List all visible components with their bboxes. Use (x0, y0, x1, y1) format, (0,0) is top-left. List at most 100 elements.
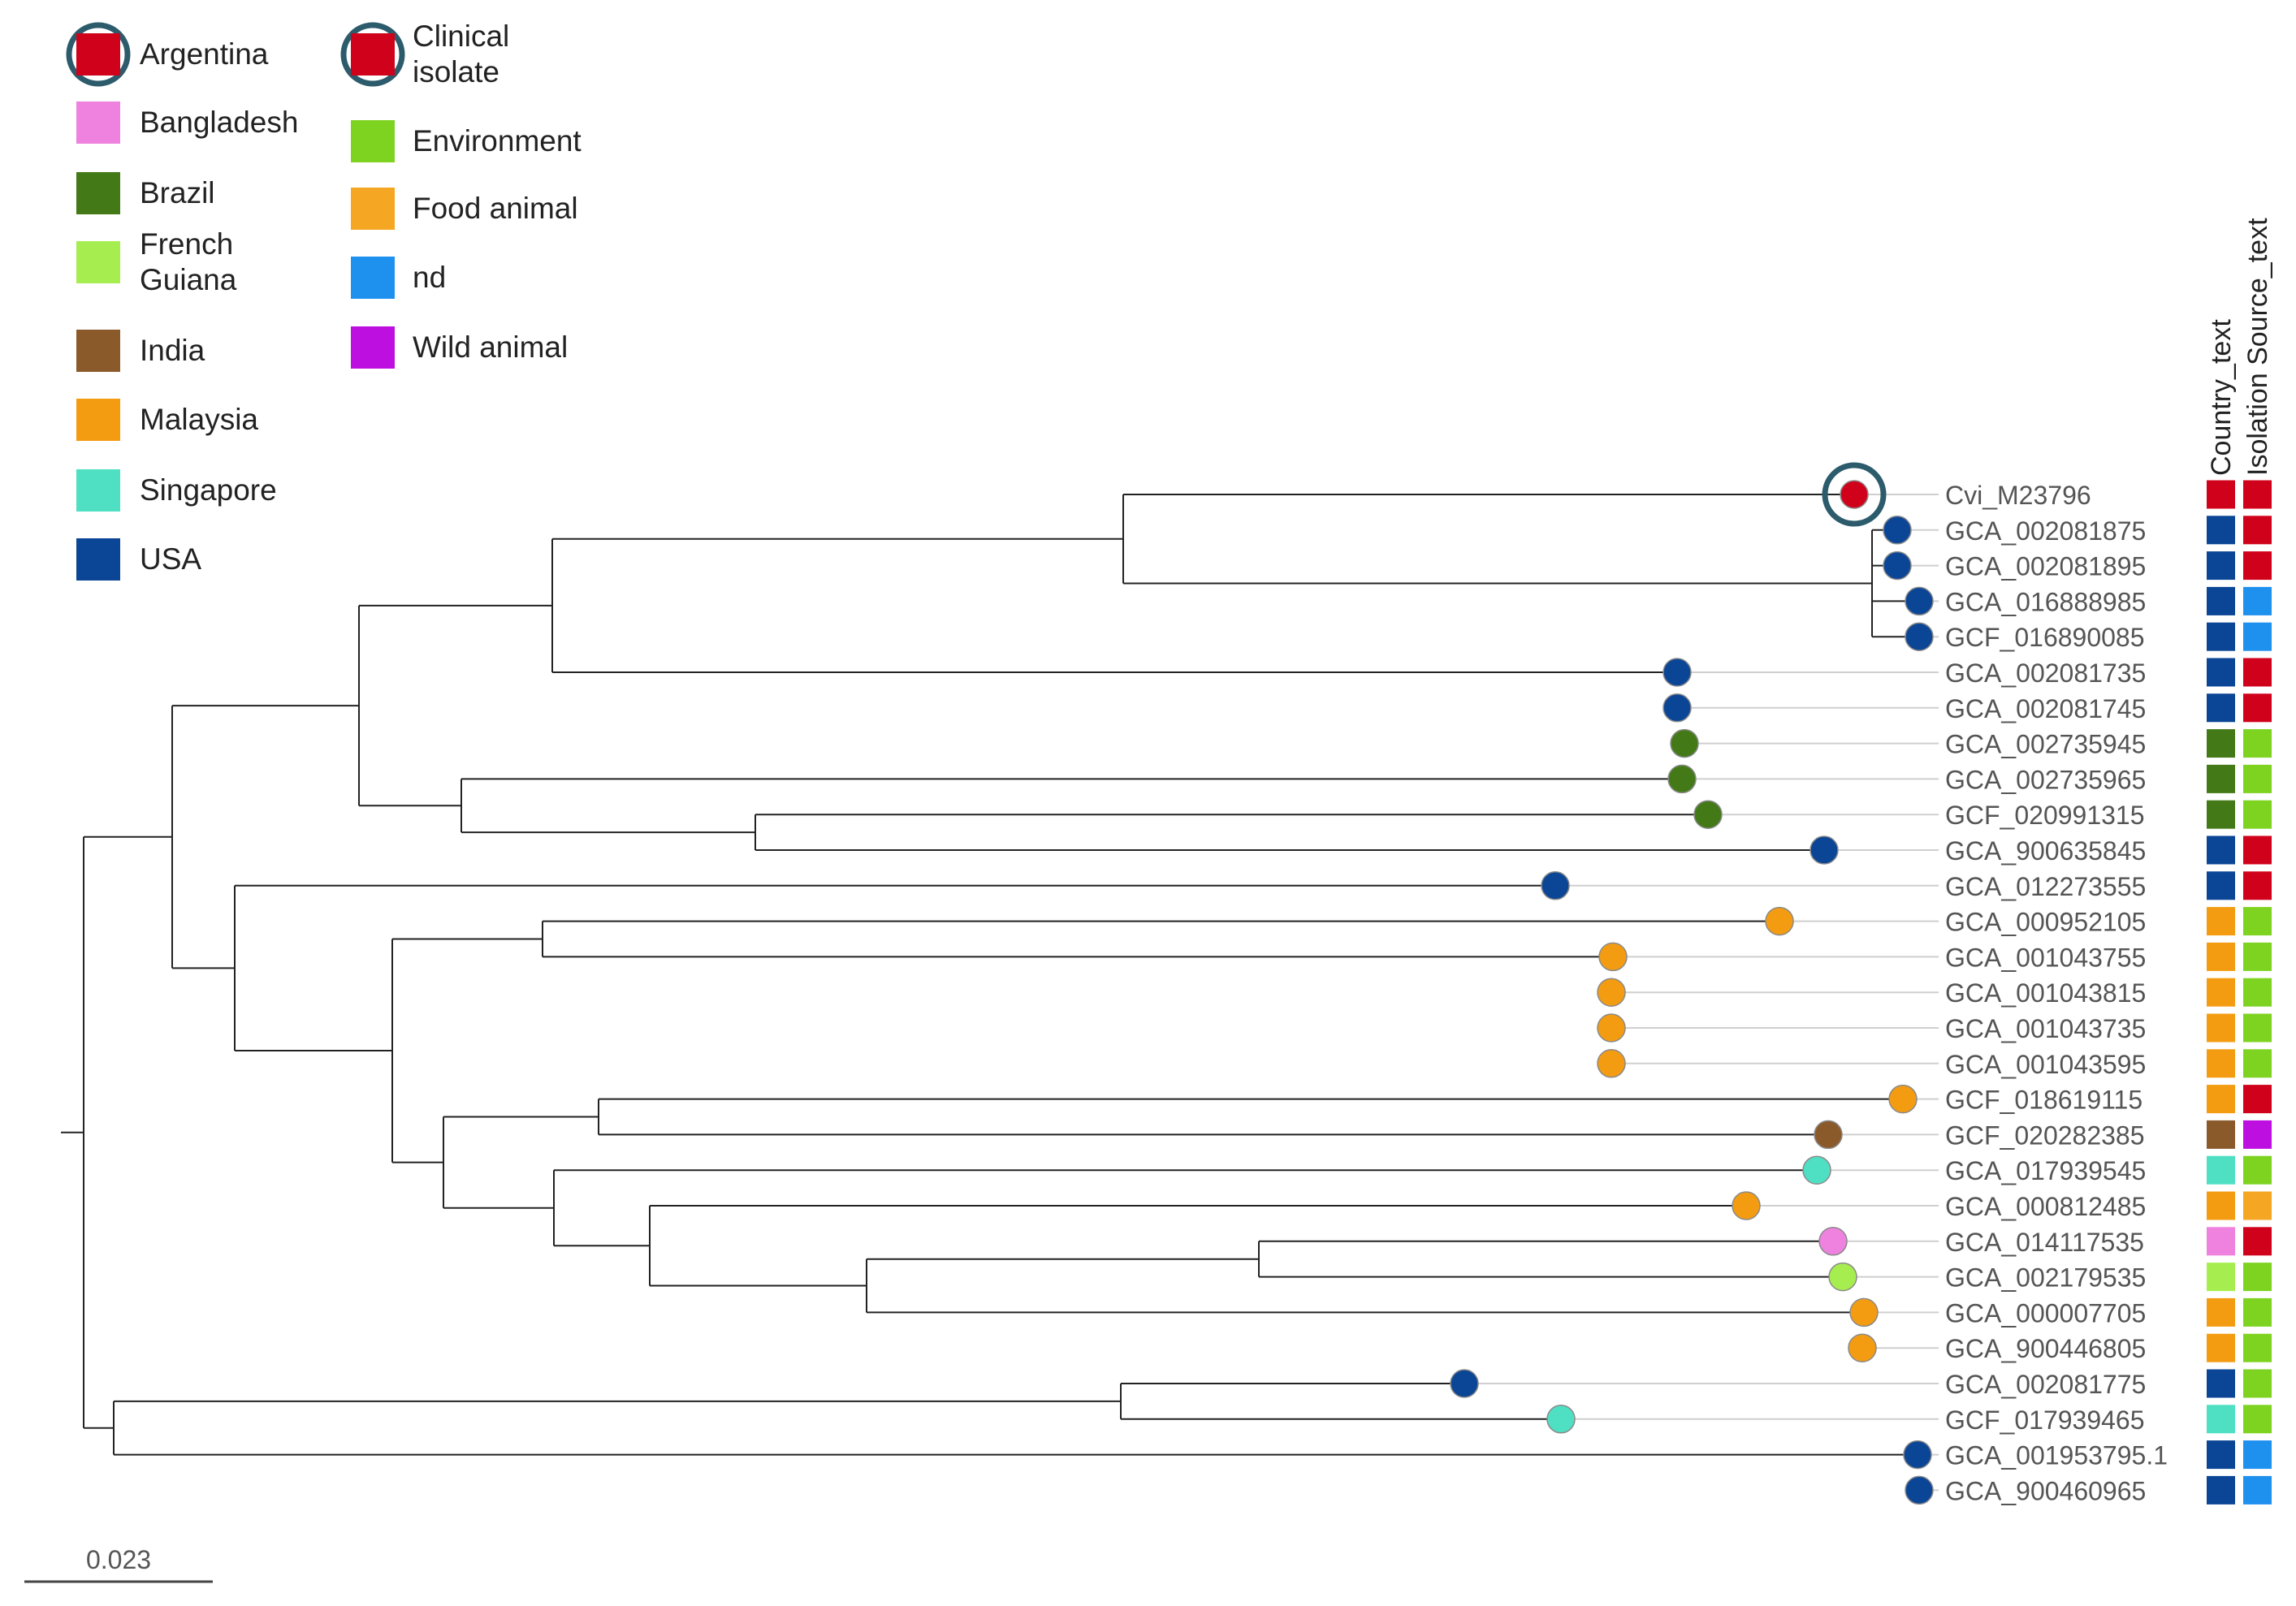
source-cell (2243, 1405, 2272, 1434)
clade-branch (113, 1400, 1918, 1456)
country-column-header: Country_text (2206, 319, 2237, 476)
leaf-label: GCA_001043735 (1945, 1014, 2146, 1043)
leaf-label: GCA_002081895 (1945, 552, 2146, 581)
country-cell (2207, 1120, 2235, 1149)
clade-branch (866, 1258, 1864, 1314)
country-cell (2207, 586, 2235, 615)
legend-swatch (76, 241, 120, 283)
scale-bar: 0.023 (24, 1545, 213, 1583)
source-cell (2243, 1120, 2272, 1149)
legend-item-food-animal: Food animal (351, 188, 578, 230)
source-cell (2243, 1333, 2272, 1362)
tip-node-gcf-016890085 (1905, 622, 1934, 651)
tip-node-gca-000952105 (1765, 906, 1794, 936)
source-cell (2243, 1085, 2272, 1114)
legend-item-brazil: Brazil (76, 172, 215, 214)
leaf-label: GCA_900446805 (1945, 1334, 2146, 1363)
country-cell (2207, 516, 2235, 545)
leaf-label: GCA_002735945 (1945, 730, 2146, 759)
source-cell (2243, 693, 2272, 723)
tip-node-gca-001043735 (1597, 1013, 1626, 1043)
clade-branch (551, 537, 1677, 673)
clade-branch (649, 1205, 1746, 1287)
highlight-ring-icon (66, 22, 131, 87)
legend-label: USA (140, 542, 201, 576)
source-cell (2243, 907, 2272, 936)
tip-node-gca-002081875 (1883, 516, 1912, 545)
country-cell (2207, 835, 2235, 865)
leaf-label: GCF_020991315 (1945, 801, 2145, 830)
source-cell (2243, 1013, 2272, 1043)
source-cell (2243, 1369, 2272, 1398)
clade-branch (391, 938, 543, 1163)
tip-node-gcf-020282385 (1814, 1120, 1843, 1150)
legend-label: Bangladesh (140, 106, 298, 139)
leaf-label: GCA_002179535 (1945, 1263, 2146, 1293)
clade-branch (443, 1116, 599, 1209)
source-cell (2243, 551, 2272, 581)
clade-branch (755, 814, 1824, 851)
source-cell (2243, 658, 2272, 687)
legend-swatch (351, 120, 395, 162)
country-cell (2207, 1191, 2235, 1220)
country-legend: Argentina Bangladesh Brazil French Guiana Ind… (66, 22, 298, 581)
country-cell (2207, 800, 2235, 829)
country-cell (2207, 693, 2235, 723)
legend-item-clinical-isolate: Clinical isolate (340, 19, 509, 89)
legend-label: Wild animal (413, 330, 568, 364)
legend-swatch (76, 33, 120, 76)
source-cell (2243, 1440, 2272, 1470)
clade-branch (1120, 1383, 1561, 1420)
leaf-label: GCA_002081875 (1945, 516, 2146, 546)
leaf-label: GCF_017939465 (1945, 1405, 2145, 1435)
leaf-label: GCF_016890085 (1945, 623, 2145, 652)
legend-label: Malaysia (140, 403, 258, 436)
tip-node-gca-002081895 (1883, 550, 1912, 581)
legend-swatch (76, 469, 120, 512)
legend-swatch (76, 330, 120, 372)
legend-swatch (351, 33, 395, 76)
leaf-label: GCA_016888985 (1945, 587, 2146, 616)
country-cell (2207, 551, 2235, 581)
leaf-label: GCA_001043595 (1945, 1050, 2146, 1079)
clade-branch (171, 705, 359, 969)
tip-node-gca-900460965 (1905, 1475, 1934, 1505)
legend-item-usa: USA (76, 538, 201, 581)
tip-node-gcf-017939465 (1546, 1405, 1576, 1434)
legend-label: Clinical isolate (413, 19, 509, 89)
tip-node-gca-012273555 (1541, 871, 1570, 900)
country-cell (2207, 871, 2235, 900)
source-cell (2243, 729, 2272, 758)
clade-branch (542, 920, 1779, 958)
tip-node-gca-014117535 (1818, 1227, 1848, 1256)
source-cell (2243, 622, 2272, 651)
tip-node-gca-016888985 (1905, 586, 1934, 616)
source-cell (2243, 1191, 2272, 1220)
country-cell (2207, 729, 2235, 758)
legend-label: Singapore (140, 473, 277, 507)
source-cell (2243, 1227, 2272, 1256)
clade-branch (83, 835, 172, 1429)
leaf-guide-lines (1464, 494, 1939, 1492)
country-cell (2207, 764, 2235, 793)
tip-node-gca-002735965 (1667, 764, 1697, 794)
leaf-label: GCA_014117535 (1945, 1228, 2144, 1257)
country-cell (2207, 1049, 2235, 1078)
legend-item-bangladesh: Bangladesh (76, 101, 298, 144)
leaf-label: GCA_900460965 (1945, 1476, 2146, 1505)
country-cell (2207, 907, 2235, 936)
legend-swatch (351, 188, 395, 230)
metadata-strips (2207, 480, 2272, 1505)
leaf-label: GCF_020282385 (1945, 1120, 2145, 1150)
country-cell (2207, 1369, 2235, 1398)
country-cell (2207, 1405, 2235, 1434)
scale-bar-label: 0.023 (86, 1545, 151, 1574)
leaf-label: Cvi_M23796 (1945, 481, 2091, 510)
legend-item-nd: nd (351, 257, 446, 299)
legend-swatch (351, 257, 395, 299)
tip-node-gca-017939545 (1802, 1155, 1831, 1185)
tip-node-gca-001953795-1 (1903, 1440, 1932, 1470)
clade-branch (1122, 494, 1872, 585)
leaf-labels: Cvi_M23796 GCA_002081875 GCA_002081895 GCA_… (1945, 481, 2168, 1505)
source-cell (2243, 764, 2272, 793)
